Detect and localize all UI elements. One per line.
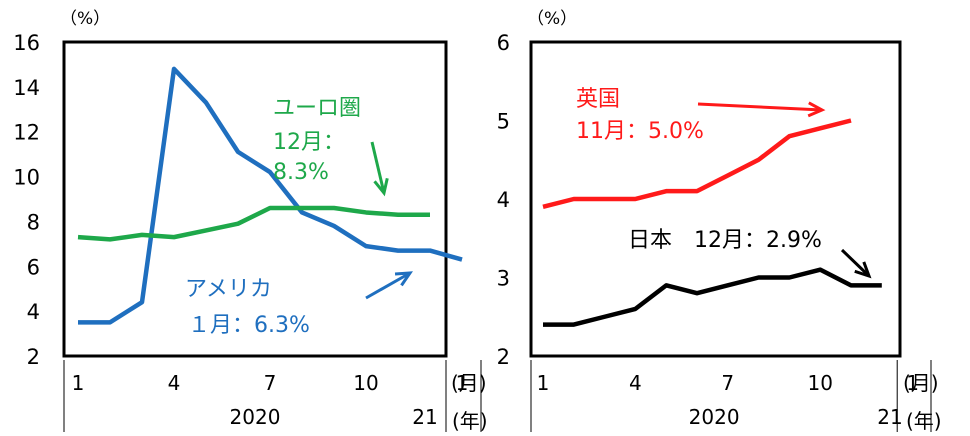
chart-1-x-unit-month: (月) bbox=[451, 371, 487, 395]
chart-2-y-tick-label: 4 bbox=[497, 188, 510, 212]
chart-1-plot-frame bbox=[64, 42, 446, 356]
chart-1-x-tick-label: 4 bbox=[168, 371, 181, 395]
chart-1-series-2-arrow bbox=[372, 142, 387, 193]
chart-2-x-tick-label: 10 bbox=[807, 371, 832, 395]
chart-1-series-1-annotation: １月：6.3% bbox=[188, 313, 310, 338]
chart-1-y-unit: （%） bbox=[60, 9, 110, 29]
chart-1-x-tick-label: 10 bbox=[353, 371, 378, 395]
chart-2-y-tick-label: 3 bbox=[497, 267, 510, 291]
chart-1-y-tick-label: 6 bbox=[27, 255, 40, 279]
chart-2-x-tick-label: 1 bbox=[537, 371, 550, 395]
chart-1-y-tick-label: 10 bbox=[13, 166, 40, 190]
chart-1-y-tick-label: 16 bbox=[13, 31, 40, 55]
chart-2-y-unit: （%） bbox=[527, 9, 577, 29]
chart-2-series-2-arrow bbox=[842, 250, 869, 276]
chart-1-x-unit-year: (年) bbox=[452, 409, 488, 432]
chart-1-series-1-arrow bbox=[366, 273, 410, 298]
chart-2-y-tick-label: 5 bbox=[497, 110, 510, 134]
chart-2-x-unit-month: (月) bbox=[903, 371, 939, 395]
chart-1-series-1-arrow-shaft bbox=[366, 273, 410, 298]
chart-2-y-tick-label: 2 bbox=[497, 345, 510, 369]
chart-2-series-1-annotation: 11月：5.0% bbox=[576, 119, 704, 144]
chart-1-x-tick-label: 1 bbox=[72, 371, 85, 395]
chart-1-y-tick-label: 14 bbox=[13, 76, 40, 100]
chart-1-series-2-annotation: ユーロ圏 bbox=[273, 96, 361, 121]
chart-2-series-1-annotation: 英国 bbox=[576, 87, 620, 112]
chart-2-y-tick-label: 6 bbox=[497, 31, 510, 55]
chart-2-series-1-arrow bbox=[698, 103, 822, 116]
chart-1-y-tick-label: 8 bbox=[27, 210, 40, 234]
chart-2-year-label: 2020 bbox=[689, 405, 740, 429]
chart-2-x-unit-year: (年) bbox=[906, 409, 942, 432]
chart-1-series-2-annotation: 8.3% bbox=[273, 160, 329, 185]
chart-1-series-1-annotation: アメリカ bbox=[185, 277, 272, 302]
chart-1-y-tick-label: 2 bbox=[27, 345, 40, 369]
chart-1-series-2-annotation: 12月： bbox=[273, 130, 345, 155]
chart-2-series-2-annotation: 日本 12月：2.9% bbox=[628, 228, 822, 253]
chart-2-year-label: 21 bbox=[877, 405, 902, 429]
chart-1-series-line-2 bbox=[78, 208, 430, 239]
chart-1-y-tick-label: 4 bbox=[27, 300, 40, 324]
chart-1-year-label: 2020 bbox=[230, 405, 281, 429]
chart-1-y-tick-label: 12 bbox=[13, 121, 40, 145]
chart-1-x-tick-label: 7 bbox=[264, 371, 277, 395]
chart-2-x-tick-label: 4 bbox=[629, 371, 642, 395]
chart-2-series-line-2 bbox=[543, 270, 882, 325]
chart-1-year-label: 21 bbox=[412, 405, 437, 429]
chart-2-x-tick-label: 7 bbox=[721, 371, 734, 395]
chart-2-series-1-arrow-shaft bbox=[698, 104, 822, 110]
